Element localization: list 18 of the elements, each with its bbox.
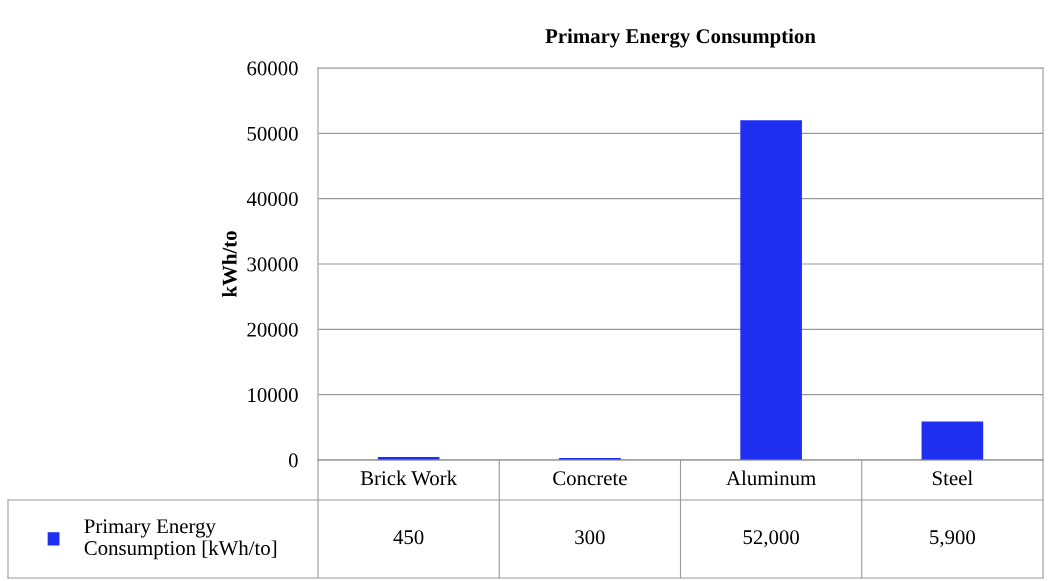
y-tick-label: 20000 [247,322,298,337]
x-tick-label: Steel [932,470,973,486]
x-tick-label: Aluminum [726,470,816,486]
chart-title: Primary Energy Consumption [545,28,816,48]
x-tick-label: Concrete [553,471,627,486]
y-tick-label: 30000 [247,257,298,272]
data-label: 450 [393,530,424,545]
legend-label: Primary Energy Consumption [kWh/to] [84,519,277,560]
y-axis-title: kWh/to [222,231,237,298]
y-tick-label: 10000 [248,388,298,403]
y-tick-label: 0 [288,453,298,468]
data-label: 5,900 [930,530,976,548]
x-tick-label: Brick Work [360,470,458,486]
data-label: 52,000 [743,530,799,548]
data-label: 300 [575,530,605,545]
y-tick-label: 40000 [246,192,298,207]
y-tick-label: 60000 [247,61,298,76]
y-tick-label: 50000 [247,126,298,141]
